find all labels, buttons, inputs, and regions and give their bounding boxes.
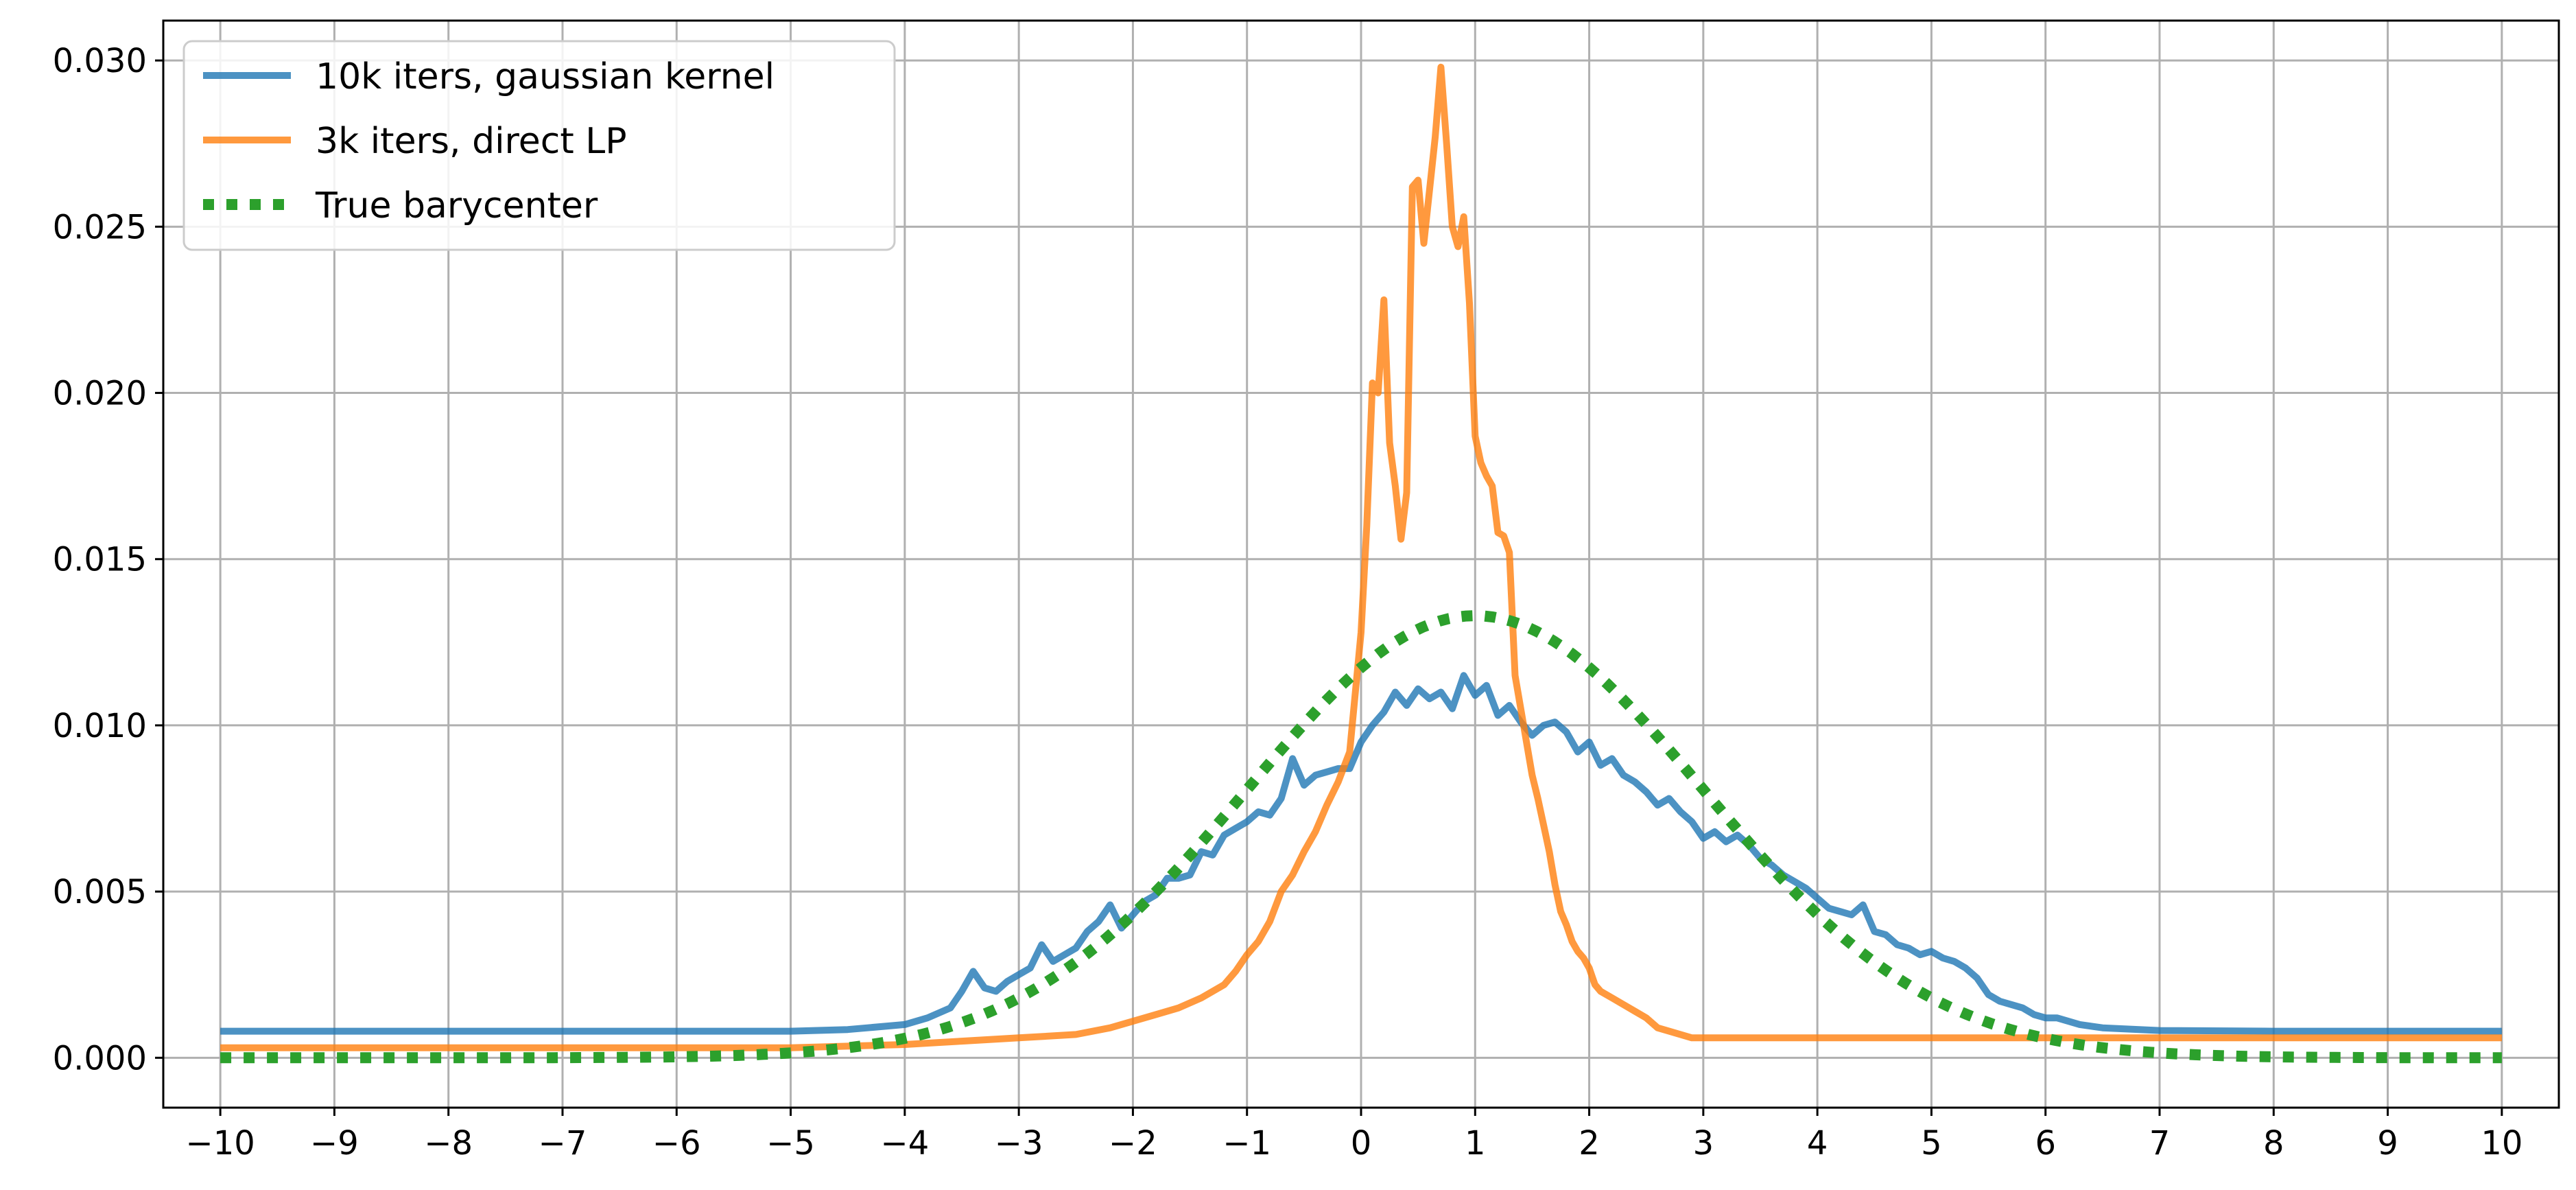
y-tick-label: 0.020 (53, 375, 147, 413)
series-line-3 (220, 610, 2502, 1064)
x-tick-label: 7 (2149, 1124, 2171, 1163)
x-tick-label: −4 (880, 1124, 929, 1163)
y-tick-label: 0.010 (53, 707, 147, 745)
series-layer (220, 63, 2502, 1064)
legend-label: 10k iters, gaussian kernel (316, 56, 775, 97)
x-tick-label: −2 (1109, 1124, 1157, 1163)
x-tick-label: 3 (1693, 1124, 1714, 1163)
x-tick-label: 9 (2377, 1124, 2398, 1163)
y-tick-label: 0.030 (53, 42, 147, 80)
x-tick-label: −8 (424, 1124, 473, 1163)
x-tick-label: −5 (766, 1124, 815, 1163)
x-tick-label: −6 (652, 1124, 701, 1163)
series-line-1 (220, 672, 2502, 1035)
x-tick-label: −3 (995, 1124, 1043, 1163)
x-tick-label: 0 (1351, 1124, 1372, 1163)
y-tick-label: 0.005 (53, 873, 147, 911)
x-axis: −10 −9 −8 −7 −6 −5 −4 −3 −2 −1 0 1 2 3 4 5 6 7 8 9 10 (185, 1108, 2522, 1163)
series-line-2 (220, 63, 2502, 1051)
x-tick-label: 8 (2263, 1124, 2284, 1163)
x-tick-label: 5 (1921, 1124, 1942, 1163)
legend-label: True barycenter (315, 185, 598, 226)
x-tick-label: −9 (310, 1124, 359, 1163)
y-tick-label: 0.015 (53, 541, 147, 579)
legend: 10k iters, gaussian kernel 3k iters, dire… (182, 40, 896, 251)
x-tick-label: 2 (1579, 1124, 1600, 1163)
x-tick-label: 6 (2035, 1124, 2056, 1163)
y-axis: 0.000 0.005 0.010 0.015 0.020 0.025 0.030 (53, 42, 163, 1077)
x-tick-label: 4 (1807, 1124, 1828, 1163)
y-tick-label: 0.000 (53, 1039, 147, 1077)
x-tick-label: −1 (1222, 1124, 1271, 1163)
y-tick-label: 0.025 (53, 208, 147, 246)
legend-label: 3k iters, direct LP (316, 121, 627, 162)
x-tick-label: 10 (2481, 1124, 2522, 1163)
legend-box (182, 40, 896, 251)
x-tick-label: 1 (1465, 1124, 1486, 1163)
x-tick-label: −7 (539, 1124, 587, 1163)
x-tick-label: −10 (185, 1124, 255, 1163)
